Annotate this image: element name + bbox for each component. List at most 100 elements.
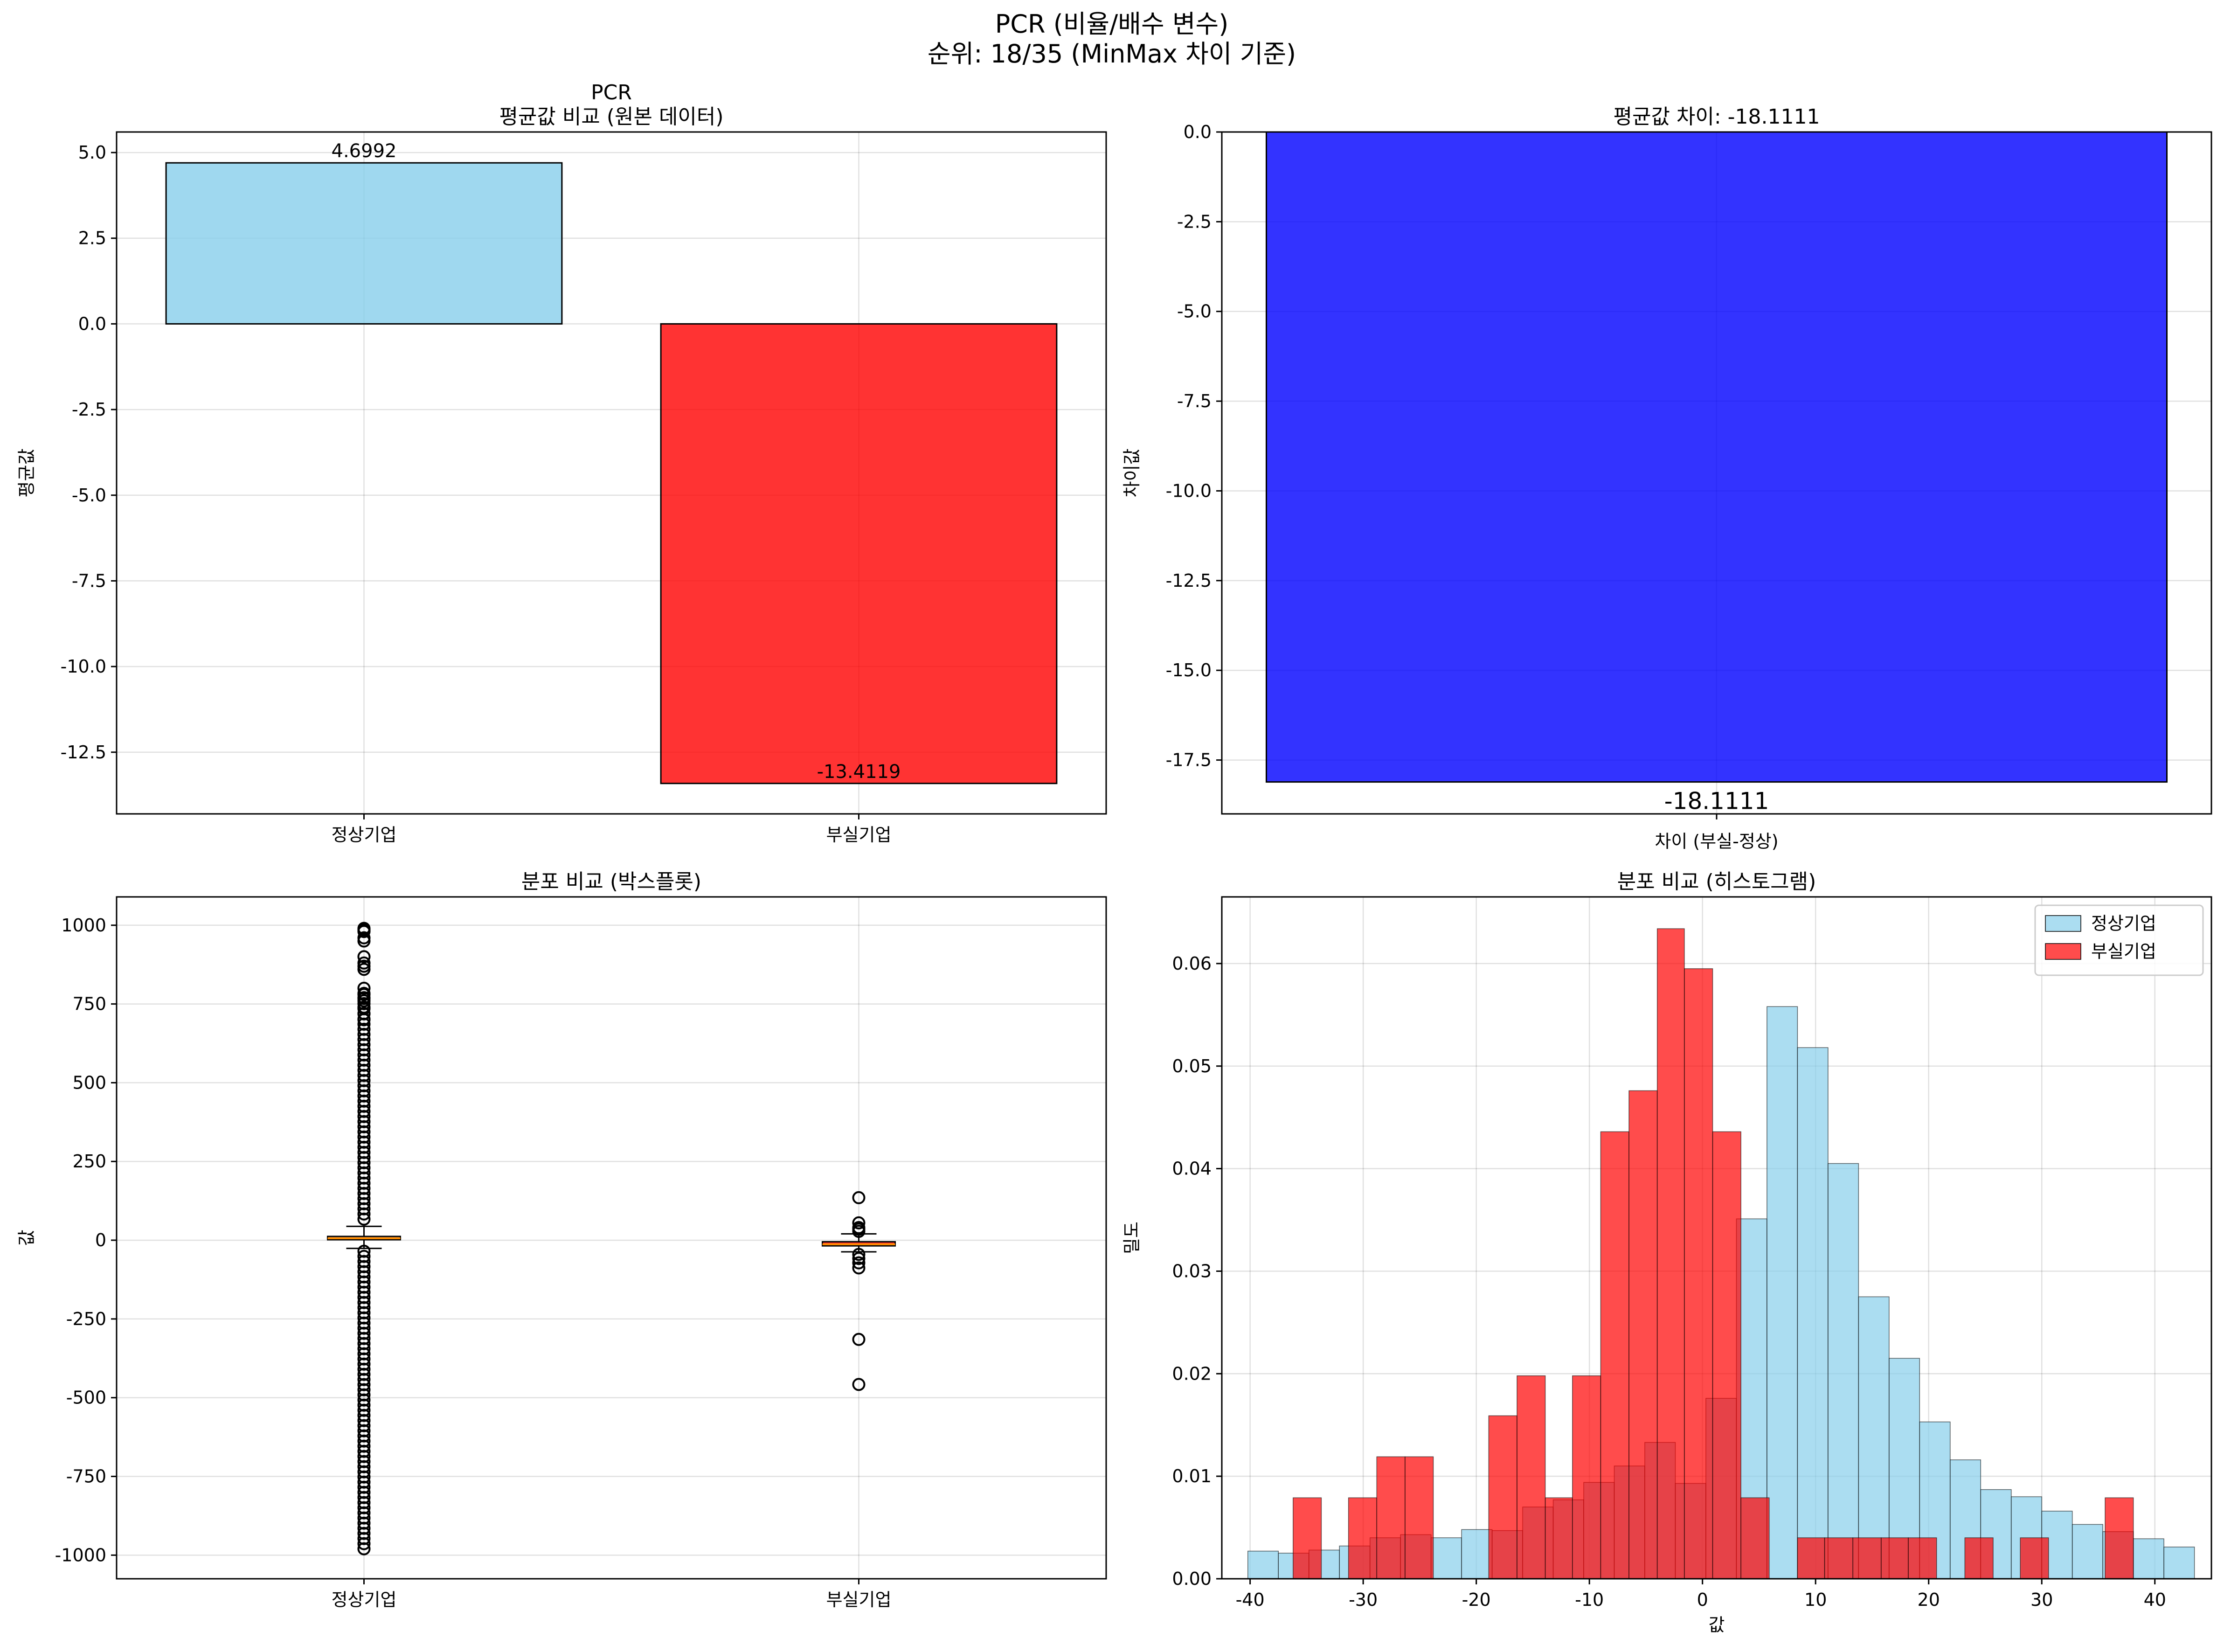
histogram-y-tick-label: 0.03: [1172, 1261, 1212, 1281]
mean-comparison-y-tick-label: -5.0: [72, 485, 106, 506]
histogram-bin-normal: [2072, 1524, 2103, 1579]
mean-comparison-y-tick-label: 0.0: [78, 313, 106, 334]
mean-difference-y-tick-label: -17.5: [1166, 750, 1212, 770]
histogram-bin-distressed: [1405, 1456, 1434, 1579]
boxplot-y-tick-label: 0: [95, 1230, 106, 1250]
histogram-y-tick-label: 0.05: [1172, 1056, 1212, 1076]
histogram-legend-swatch-2: [2045, 943, 2081, 960]
boxplot-y-tick-label: -500: [66, 1388, 106, 1408]
histogram-y-tick-label: 0.04: [1172, 1159, 1212, 1179]
boxplot-y-tick-label: 750: [72, 994, 106, 1014]
histogram-x-tick-label: 10: [1804, 1590, 1827, 1610]
histogram-bin-distressed: [1348, 1497, 1377, 1579]
histogram-y-tick-label: 0.01: [1172, 1466, 1212, 1486]
histogram-y-tick-label: 0.06: [1172, 953, 1212, 974]
mean-comparison-y-tick-label: -10.0: [61, 656, 106, 677]
boxplot-outlier-point: [852, 1191, 866, 1204]
panel-mean-difference: 0.0 -2.5 -5.0 -7.5 -10.0 -12.5 -15.0 -17.5 차이값차이…: [1122, 105, 2212, 852]
mean-difference-y-axis-label: 차이값: [1122, 449, 1142, 498]
histogram-bin-distressed: [1488, 1415, 1517, 1579]
histogram-y-tick-label: 0.00: [1172, 1569, 1212, 1589]
histogram-bin-distressed: [1656, 928, 1685, 1579]
boxplot-y-tick-label: -250: [66, 1309, 106, 1329]
mean-difference-y-tick-label: -7.5: [1177, 391, 1212, 411]
histogram-bin-distressed: [1712, 1131, 1741, 1579]
boxplot-outlier-point: [357, 1542, 371, 1555]
histogram-bin-distressed: [1740, 1497, 1770, 1579]
histogram-legend-label-1: 정상기업: [2091, 913, 2156, 934]
mean-difference-axes-frame: [1221, 131, 2212, 815]
boxplot-outlier-point: [357, 1006, 371, 1020]
mean-difference-y-tick-label: 0.0: [1184, 122, 1212, 142]
histogram-bin-distressed: [1797, 1537, 1825, 1579]
histogram-bin-distressed: [1964, 1537, 1994, 1579]
histogram-bin-normal: [1828, 1163, 1859, 1579]
boxplot-outlier-point: [852, 1216, 866, 1229]
boxplot-outlier-point: [357, 1013, 371, 1027]
mean-difference-y-tick-label: -15.0: [1166, 660, 1212, 680]
histogram-x-tick-label: -40: [1236, 1590, 1265, 1610]
boxplot-outlier-point: [357, 934, 371, 948]
histogram-bin-distressed: [1517, 1375, 1546, 1579]
histogram-bin-distressed: [1852, 1537, 1882, 1579]
histogram-bin-distressed: [1376, 1456, 1406, 1579]
histogram-bin-distressed: [1545, 1497, 1573, 1579]
histogram-legend-label-2: 부실기업: [2091, 941, 2156, 962]
histogram-bin-normal: [2163, 1547, 2195, 1579]
histogram-bin-distressed: [2020, 1537, 2049, 1579]
histogram-bin-distressed: [1684, 968, 1713, 1579]
mean-difference-bar-1: [1265, 131, 2168, 783]
mean-difference-y-tick-label: -12.5: [1166, 570, 1212, 591]
histogram-bin-normal: [1797, 1047, 1829, 1579]
boxplot-outlier-point: [852, 1252, 866, 1265]
histogram-bin-normal: [1767, 1006, 1798, 1579]
boxplot-x-tick-label: 부실기업: [826, 1590, 892, 1610]
histogram-x-tick-label: 20: [1918, 1590, 1940, 1610]
boxplot-outlier-point: [852, 1378, 866, 1391]
boxplot-outlier-point: [357, 925, 371, 938]
histogram-bin-distressed: [1628, 1090, 1658, 1579]
mean-comparison-title-line-1: PCR: [591, 81, 632, 104]
histogram-x-tick-label: 0: [1697, 1590, 1708, 1610]
boxplot-outlier-point: [357, 963, 371, 976]
histogram-y-tick-label: 0.02: [1172, 1363, 1212, 1384]
mean-difference-y-tick-label: -5.0: [1177, 301, 1212, 322]
histogram-bin-normal: [1430, 1537, 1462, 1579]
histogram-bin-normal: [1461, 1529, 1493, 1579]
histogram-bin-distressed: [1824, 1537, 1853, 1579]
boxplot-y-tick-label: 250: [72, 1151, 106, 1172]
histogram-x-axis-label: 값: [1709, 1615, 1725, 1635]
boxplot-outlier-point: [357, 994, 371, 1007]
boxplot-y-tick-label: -750: [66, 1466, 106, 1487]
mean-comparison-x-tick-label: 부실기업: [826, 825, 892, 845]
mean-comparison-y-axis-label: 평균값: [16, 449, 37, 498]
mean-comparison-y-tick-label: -2.5: [72, 399, 106, 420]
boxplot-x-tick-label: 정상기업: [332, 1590, 397, 1610]
boxplot-axes-frame: [116, 896, 1107, 1580]
histogram-y-axis-label: 밀도: [1122, 1222, 1142, 1254]
histogram-bin-normal: [2133, 1538, 2164, 1579]
mean-comparison-y-tick-label: -12.5: [61, 742, 106, 763]
histogram-x-tick-label: 40: [2144, 1590, 2166, 1610]
mean-comparison-y-tick-label: 2.5: [78, 228, 106, 249]
mean-difference-bar-value-label-1: -18.1111: [1664, 788, 1769, 815]
boxplot-outlier-point: [357, 1537, 371, 1550]
histogram-bin-distressed: [1881, 1537, 1909, 1579]
mean-comparison-axes-frame: [116, 131, 1107, 815]
mean-comparison-y-tick-label: 5.0: [78, 142, 106, 163]
panel-histogram: 0.00 0.01 0.02 0.03 0.04 0.05 0.06 밀도 -40 -30 -20 -…: [1122, 870, 2212, 1635]
boxplot-y-tick-label: 500: [72, 1072, 106, 1093]
boxplot-outlier-point: [357, 1000, 371, 1014]
boxplot-title-line-1: 분포 비교 (박스플롯): [521, 870, 701, 894]
histogram-bin-distressed: [1572, 1375, 1601, 1579]
mean-comparison-y-tick-label: -7.5: [72, 570, 106, 591]
histogram-bin-distressed: [1600, 1131, 1629, 1579]
mean-comparison-bar-1: [165, 162, 563, 325]
mean-difference-y-tick-label: -10.0: [1166, 480, 1212, 501]
mean-difference-x-tick-label: 차이 (부실-정상): [1655, 831, 1778, 852]
histogram-title-line-1: 분포 비교 (히스토그램): [1617, 870, 1816, 894]
mean-difference-y-tick-label: -2.5: [1177, 211, 1212, 232]
